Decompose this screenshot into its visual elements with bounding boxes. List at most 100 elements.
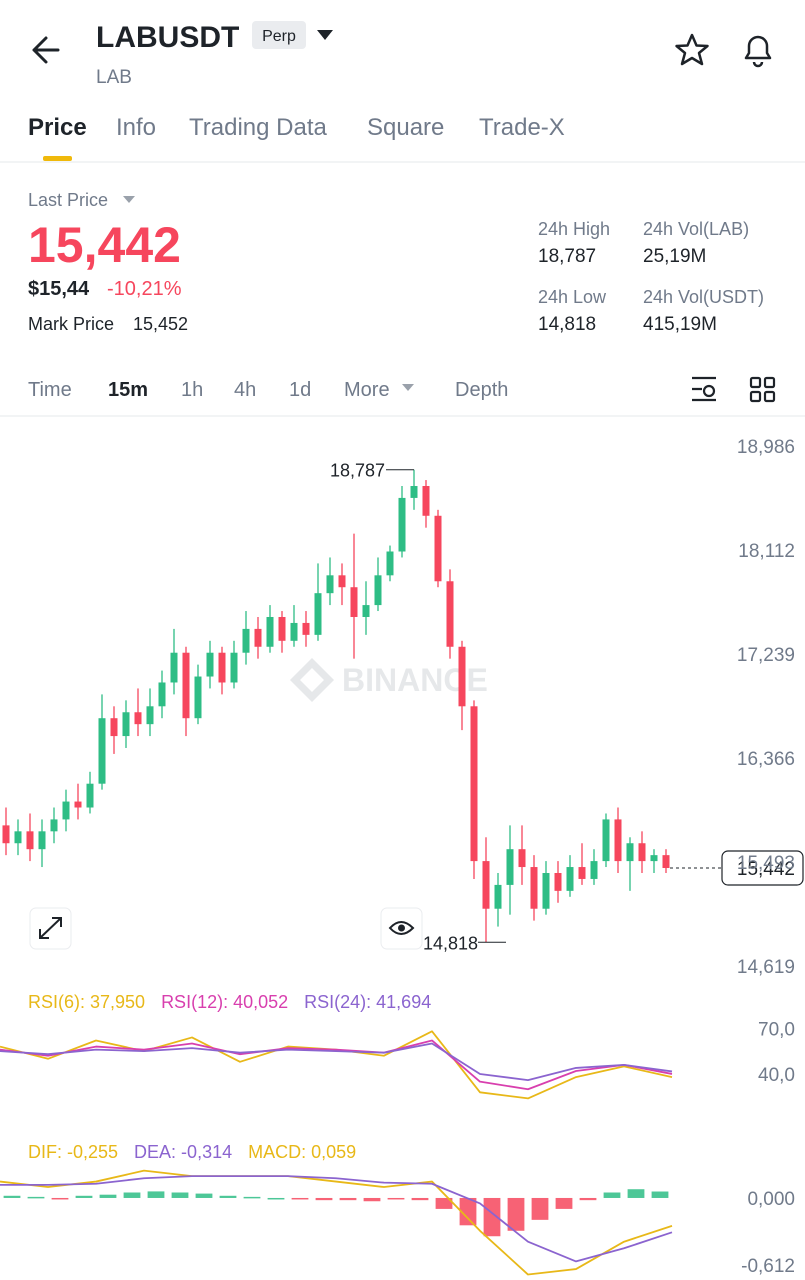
candle-body: [422, 486, 430, 516]
y-tick-label: 70,0: [758, 1019, 795, 1040]
eye-icon: [388, 921, 415, 935]
macd-bar: [75, 1195, 93, 1198]
y-tick-label: -0,612: [741, 1256, 795, 1277]
candle-body: [590, 861, 598, 879]
candle-body: [578, 867, 586, 879]
layout-button[interactable]: [749, 376, 776, 403]
mark-price: 15,452: [133, 314, 188, 334]
macd-bar: [507, 1197, 525, 1231]
candle-body: [326, 575, 334, 594]
indicator-line: [0, 1039, 673, 1091]
candle-body: [134, 712, 142, 725]
badge-bg: [252, 21, 306, 49]
macd-bar: [483, 1197, 501, 1237]
candle-body: [458, 646, 466, 707]
candle-body: [266, 616, 274, 647]
indicator-settings[interactable]: [692, 376, 716, 402]
legend-entry: RSI(12): 40,052: [161, 992, 288, 1012]
stat-label: 24h Low: [538, 287, 607, 307]
macd-bar: [267, 1197, 285, 1200]
indicator-line: [0, 1175, 673, 1263]
macd-bar: [243, 1196, 261, 1199]
indicator-line: [0, 1169, 673, 1276]
interval[interactable]: 15m: [108, 379, 148, 401]
y-tick-label: 16,366: [737, 749, 795, 770]
candle-body: [626, 843, 634, 862]
alert-button[interactable]: [744, 35, 772, 68]
macd-bar: [315, 1197, 333, 1201]
candle-body: [218, 652, 226, 683]
candle-body: [314, 593, 322, 635]
last-price-label: Last Price: [28, 190, 108, 210]
last-price: 15,442: [28, 217, 181, 273]
candle-body: [650, 855, 658, 862]
eye-pupil: [398, 924, 405, 932]
indicator-line: [0, 1042, 673, 1082]
more-dropdown[interactable]: [402, 384, 414, 391]
candle-body: [242, 628, 250, 653]
candle-body: [434, 515, 442, 582]
candle-body: [74, 801, 82, 808]
tab[interactable]: Price: [28, 114, 87, 141]
candle-body: [602, 819, 610, 862]
candle-body: [278, 616, 286, 641]
watermark: BINANCE: [342, 662, 488, 698]
macd-bar: [651, 1191, 669, 1198]
candle-body: [14, 831, 22, 844]
interval[interactable]: 1h: [181, 379, 203, 401]
back-button[interactable]: [32, 36, 60, 64]
y-tick-label: 18,112: [738, 541, 795, 562]
candle-body: [410, 486, 418, 498]
tab[interactable]: Trade-X: [479, 114, 565, 141]
low-label: 14,818: [423, 933, 478, 953]
candle-body: [26, 831, 34, 850]
candle-body: [566, 867, 574, 891]
tab[interactable]: Square: [367, 114, 444, 141]
y-tick-label: 0,000: [747, 1189, 795, 1210]
interval[interactable]: More: [344, 379, 390, 401]
legend-entry: RSI(6): 37,950: [28, 992, 145, 1012]
candle-body: [254, 628, 262, 647]
candle-body: [290, 622, 298, 641]
macd-bar: [171, 1192, 189, 1198]
candle-body: [494, 884, 502, 909]
tab[interactable]: Trading Data: [189, 114, 328, 141]
macd-bar: [99, 1194, 117, 1198]
candle-body: [158, 682, 166, 707]
legend-entry: MACD: 0,059: [248, 1142, 356, 1162]
tab[interactable]: Info: [116, 114, 156, 141]
stat-label: 24h High: [538, 219, 610, 239]
interval[interactable]: Time: [28, 379, 72, 401]
interval[interactable]: Depth: [455, 379, 508, 401]
macd-bar: [579, 1197, 597, 1201]
interval[interactable]: 4h: [234, 379, 256, 401]
candle-body: [170, 652, 178, 683]
usd-price: $15,44: [28, 278, 90, 300]
stat-value: 415,19M: [643, 314, 717, 335]
candle-body: [542, 873, 550, 909]
legend-entry: DEA: -0,314: [134, 1142, 232, 1162]
candle-body: [470, 706, 478, 862]
y-tick-label: 14,619: [737, 957, 795, 978]
candle-body: [398, 497, 406, 552]
stat-value: 18,787: [538, 246, 596, 267]
candle-body: [350, 587, 358, 617]
candle-body: [206, 652, 214, 677]
stat-value: 25,19M: [643, 246, 706, 267]
macd-bar: [51, 1197, 69, 1200]
candle-body: [638, 843, 646, 862]
candle-body: [2, 825, 10, 844]
interval[interactable]: 1d: [289, 379, 311, 401]
legend-entry: DIF: -0,255: [28, 1142, 118, 1162]
tab-indicator: [43, 156, 72, 161]
fullscreen-icon: [39, 917, 62, 939]
symbol-dropdown[interactable]: [317, 30, 333, 40]
favorite-button[interactable]: [675, 33, 709, 66]
y-tick-label: 40,0: [758, 1065, 795, 1086]
candle-body: [110, 718, 118, 737]
candle-body: [662, 855, 670, 869]
candle-body: [338, 575, 346, 588]
y-tick-label: 15,493: [737, 853, 795, 874]
last-price-dropdown[interactable]: [123, 196, 135, 203]
